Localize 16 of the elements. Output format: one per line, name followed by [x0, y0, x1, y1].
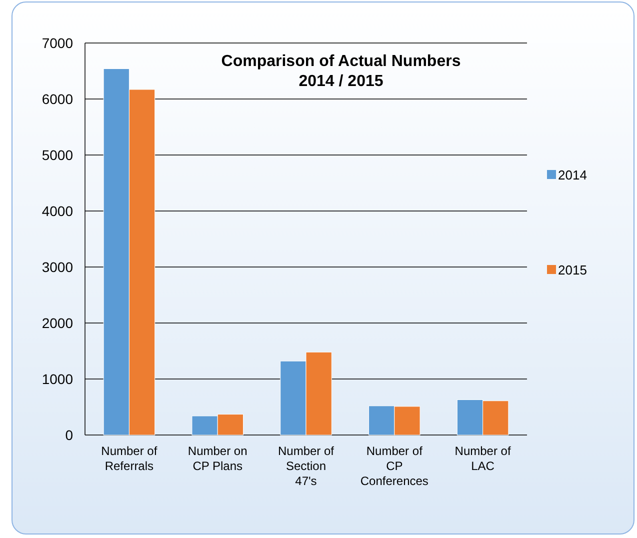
x-tick-label: Number on CP Plans [188, 444, 248, 473]
y-tick-label: 7000 [42, 34, 74, 51]
y-tick-label: 2000 [42, 314, 74, 331]
x-tick-label: Number of LAC [454, 444, 512, 473]
x-tick-label: Number of Referrals [101, 444, 158, 473]
y-tick-label: 0 [65, 426, 74, 443]
x-tick-label: Number of Section 47's [278, 444, 335, 488]
legend-label: 2015 [558, 262, 587, 278]
y-tick-label: 3000 [42, 258, 74, 275]
text: Comparison of Actual Numbers 2014 / 2015 [221, 53, 461, 90]
y-tick-label: 5000 [42, 146, 74, 163]
y-tick-label: 4000 [42, 202, 74, 219]
text: 2014 [558, 168, 587, 183]
y-tick-label: 1000 [42, 370, 74, 387]
y-tick-label: 6000 [42, 90, 74, 107]
x-tick-label: Number of CP Conferences [360, 444, 428, 488]
